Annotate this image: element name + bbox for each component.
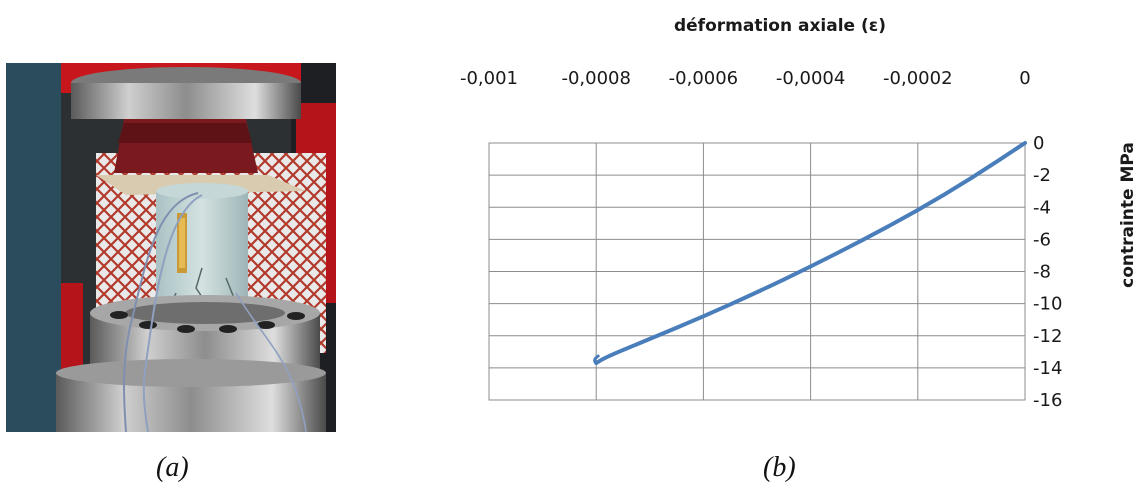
x-tick-label: -0,0004 (776, 68, 845, 89)
y-tick-label: -6 (1033, 229, 1051, 250)
chart-grid (488, 142, 1026, 401)
plot-frame (488, 142, 1026, 401)
series-end-hook (593, 354, 600, 365)
x-tick-label: -0,0002 (883, 68, 952, 89)
x-tick-label: -0,0008 (561, 68, 630, 89)
y-axis-title: contrainte MPa (1118, 142, 1138, 288)
x-tick-labels: -0,001 -0,0008 -0,0006 -0,0004 -0,0002 0 (460, 68, 1031, 89)
caption-a: (a) (156, 452, 189, 483)
x-axis-title: déformation axiale (ε) (674, 16, 886, 36)
y-tick-label: -14 (1033, 358, 1062, 379)
y-tick-label: -12 (1033, 326, 1062, 347)
y-tick-label: -10 (1033, 294, 1062, 315)
series-layer (593, 141, 1027, 366)
caption-b: (b) (763, 452, 796, 483)
y-tick-label: 0 (1033, 133, 1044, 154)
x-tick-label: -0,001 (460, 68, 518, 89)
series-line (594, 141, 1027, 366)
x-tick-label: 0 (1019, 68, 1030, 89)
specimen-photo-illustration (6, 63, 336, 432)
y-tick-label: -4 (1033, 197, 1051, 218)
y-tick-label: -16 (1033, 390, 1062, 411)
x-tick-label: -0,0006 (669, 68, 738, 89)
specimen-photo (6, 63, 336, 432)
y-tick-label: -8 (1033, 262, 1051, 283)
y-tick-labels: 0 -2 -4 -6 -8 -10 -12 -14 -16 (1033, 133, 1062, 411)
y-tick-label: -2 (1033, 165, 1051, 186)
